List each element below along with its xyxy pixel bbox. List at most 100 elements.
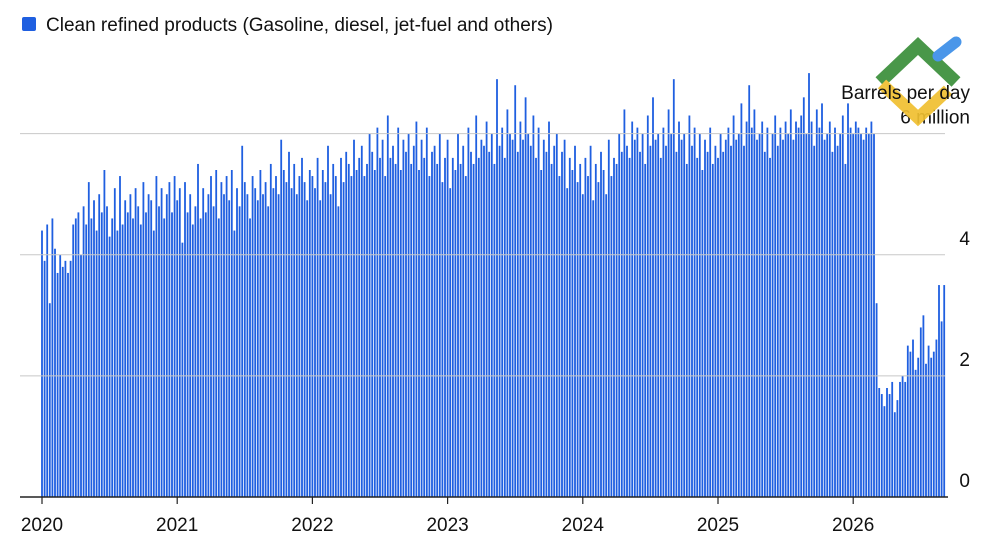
bar (134, 188, 137, 497)
bar (722, 151, 725, 498)
bar (506, 109, 509, 497)
bar (342, 182, 345, 497)
bar (704, 139, 706, 497)
bar (714, 145, 717, 497)
bar (644, 163, 647, 497)
bar (345, 151, 348, 498)
bar (649, 145, 652, 497)
bar (204, 212, 207, 497)
bar (852, 133, 855, 497)
bar (454, 170, 457, 497)
bar (652, 97, 654, 497)
bar (314, 188, 316, 497)
bar (306, 200, 309, 497)
bar (938, 285, 940, 497)
bar (129, 194, 132, 497)
bar (319, 200, 322, 497)
bar (132, 218, 134, 497)
bar (384, 176, 387, 498)
bar (441, 182, 444, 497)
logo-yellow (877, 79, 953, 127)
bar (290, 188, 293, 497)
x-tick-label: 2026 (832, 515, 874, 536)
bar (888, 394, 891, 497)
bar (548, 121, 550, 498)
bar (412, 145, 415, 497)
bar (795, 121, 797, 498)
bar (483, 145, 485, 497)
bar (836, 145, 839, 497)
bar (870, 121, 873, 498)
bar (834, 127, 836, 497)
bar (568, 157, 571, 497)
bar (542, 139, 545, 497)
bar (389, 157, 392, 497)
bar (171, 212, 173, 497)
bar (41, 230, 43, 498)
bar (597, 182, 600, 497)
bar (680, 139, 683, 497)
bar (919, 327, 922, 497)
bar (737, 133, 740, 497)
bar (600, 151, 602, 498)
bar (813, 145, 816, 497)
x-tick-label: 2022 (291, 515, 333, 536)
bar (763, 151, 766, 498)
bar (740, 103, 743, 497)
bar (329, 194, 332, 497)
bar (563, 139, 566, 497)
bar (667, 109, 670, 497)
bar (532, 115, 535, 497)
bar (254, 188, 257, 497)
bar (46, 224, 49, 497)
bar (896, 400, 899, 497)
bar (545, 151, 548, 498)
bar (202, 188, 205, 497)
bar (769, 157, 771, 497)
bar (527, 133, 530, 497)
bar (459, 163, 462, 497)
bar (943, 285, 946, 497)
bar (100, 212, 103, 497)
y-axis-label: Barrels per day (841, 83, 970, 104)
bar (457, 133, 459, 497)
bar (433, 145, 436, 497)
bar (181, 242, 184, 497)
bar (792, 139, 795, 497)
bar (711, 163, 714, 497)
bar (493, 163, 496, 497)
bar (472, 163, 475, 497)
bar (620, 151, 623, 498)
bar (293, 163, 296, 497)
bar (145, 212, 147, 497)
bar (844, 163, 847, 497)
bar (251, 176, 254, 498)
bar (303, 182, 306, 497)
y-tick-label: 0 (959, 471, 970, 492)
bar (761, 121, 764, 498)
bar (558, 176, 561, 498)
bar (262, 194, 264, 497)
bar (574, 145, 576, 497)
bar (509, 133, 511, 497)
bar (654, 139, 657, 497)
bar (324, 182, 327, 497)
bar (337, 206, 340, 498)
bar (782, 139, 784, 497)
bar (347, 163, 350, 497)
bar (54, 248, 56, 497)
legend-swatch (22, 17, 36, 31)
bar (727, 127, 730, 497)
bar (74, 218, 77, 497)
bar (589, 145, 592, 497)
bar (748, 85, 751, 497)
bar (662, 127, 665, 497)
bar (821, 103, 823, 497)
bar (615, 163, 618, 497)
bar (108, 236, 111, 497)
bar (360, 145, 363, 497)
bar (646, 115, 649, 497)
bar (249, 218, 251, 497)
bar (264, 182, 267, 497)
bar (77, 212, 80, 497)
